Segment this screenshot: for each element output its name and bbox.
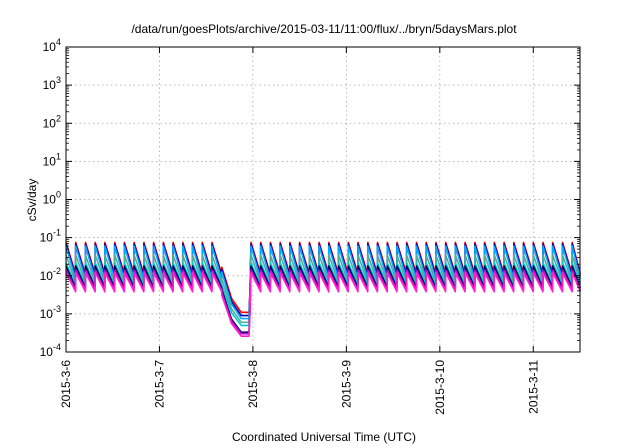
y-tick-label: 10-4 [40,342,61,359]
x-tick-label: 2015-3-9 [339,360,353,408]
x-tick-label: 2015-3-8 [246,360,260,408]
y-tick-label: 100 [43,190,61,207]
grid [66,47,580,352]
y-axis-label: cSv/day [25,179,39,222]
y-tick-label: 104 [43,37,61,54]
x-ticks: 2015-3-6 2015-3-7 2015-3-8 2015-3-9 2015-3-1… [59,47,540,415]
x-tick-label: 2015-3-11 [526,360,540,414]
y-tick-label: 102 [43,113,61,130]
series-line [65,271,581,337]
y-ticks: 10-4 10-3 10-2 10-1 100 101 102 103 104 [40,37,580,359]
y-tick-label: 103 [43,75,61,92]
y-tick-label: 101 [43,151,61,168]
x-tick-label: 2015-3-7 [152,360,166,408]
plot-lines [65,241,581,337]
chart-title: /data/run/goesPlots/archive/2015-03-11/1… [131,22,517,36]
x-tick-label: 2015-3-10 [433,360,447,415]
y-tick-label: 10-3 [40,304,61,321]
x-tick-label: 2015-3-6 [59,360,73,408]
x-axis-label: Coordinated Universal Time (UTC) [232,430,416,444]
y-tick-label: 10-2 [40,266,61,283]
y-tick-label: 10-1 [40,228,61,245]
